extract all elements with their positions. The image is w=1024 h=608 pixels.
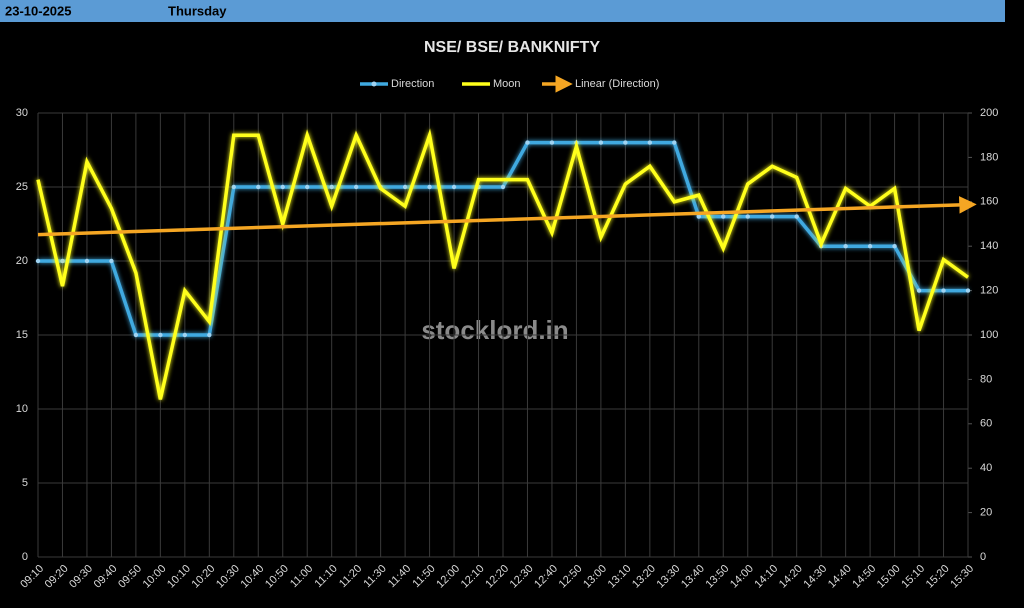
point bbox=[158, 332, 163, 338]
point bbox=[623, 140, 628, 145]
point bbox=[598, 140, 604, 145]
point bbox=[109, 258, 114, 264]
y2-tick-label: 0 bbox=[980, 551, 986, 563]
y2-tick-label: 120 bbox=[980, 285, 998, 297]
point bbox=[451, 184, 457, 190]
y2-tick-label: 160 bbox=[980, 196, 998, 208]
point bbox=[329, 184, 334, 190]
y-tick-label: 5 bbox=[22, 477, 28, 489]
y-tick-label: 15 bbox=[16, 329, 28, 341]
point bbox=[770, 214, 775, 219]
y2-tick-label: 40 bbox=[980, 462, 992, 474]
y2-tick-label: 80 bbox=[980, 373, 992, 385]
y2-tick-label: 60 bbox=[980, 418, 992, 430]
legend-label: Moon bbox=[493, 78, 521, 90]
point bbox=[965, 288, 971, 293]
point bbox=[133, 332, 139, 338]
point bbox=[256, 184, 261, 190]
legend-label: Direction bbox=[391, 78, 434, 90]
point bbox=[892, 244, 897, 249]
point bbox=[916, 288, 922, 293]
point bbox=[182, 332, 188, 338]
point bbox=[794, 214, 799, 219]
point bbox=[745, 214, 750, 219]
watermark: stocklord.in bbox=[421, 315, 568, 345]
chart-title: NSE/ BSE/ BANKNIFTY bbox=[424, 39, 600, 56]
point bbox=[427, 184, 432, 190]
point bbox=[843, 244, 848, 249]
point bbox=[60, 258, 65, 264]
y2-tick-label: 180 bbox=[980, 151, 998, 163]
point bbox=[305, 184, 310, 190]
trendline bbox=[37, 196, 977, 237]
point bbox=[549, 140, 555, 145]
point bbox=[84, 258, 90, 264]
y-tick-label: 30 bbox=[16, 107, 28, 119]
legend: Direction Moon Linear (Direction) bbox=[360, 75, 659, 93]
point bbox=[672, 140, 677, 145]
point bbox=[207, 332, 212, 338]
point bbox=[941, 288, 946, 293]
point bbox=[647, 140, 653, 145]
y-tick-label: 25 bbox=[16, 181, 28, 193]
point bbox=[231, 184, 236, 190]
point bbox=[402, 184, 408, 190]
point bbox=[353, 184, 359, 190]
y2-tick-label: 140 bbox=[980, 240, 998, 252]
y2-tick-label: 200 bbox=[980, 107, 998, 119]
point bbox=[500, 184, 506, 190]
y-tick-label: 20 bbox=[16, 255, 28, 267]
point bbox=[35, 258, 41, 264]
y2-tick-label: 100 bbox=[980, 329, 998, 341]
header-bar bbox=[0, 0, 1005, 22]
point bbox=[696, 214, 701, 219]
point bbox=[867, 244, 873, 249]
date: 23-10-2025 bbox=[5, 3, 72, 18]
point bbox=[280, 184, 285, 190]
legend-label: Linear (Direction) bbox=[575, 78, 659, 90]
legend-marker bbox=[371, 81, 377, 87]
y-tick-label: 0 bbox=[22, 551, 28, 563]
point bbox=[721, 214, 726, 219]
y-tick-label: 10 bbox=[16, 403, 28, 415]
series-line bbox=[36, 128, 970, 400]
point bbox=[525, 140, 530, 145]
y2-tick-label: 20 bbox=[980, 507, 992, 519]
weekday: Thursday bbox=[168, 3, 227, 18]
